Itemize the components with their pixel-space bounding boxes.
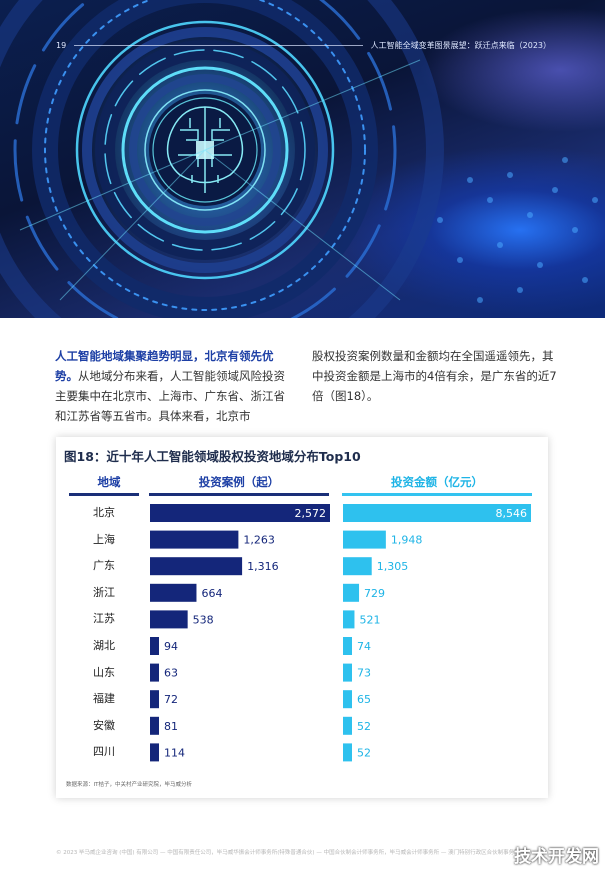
header-rule-amount	[342, 493, 532, 496]
header-rule-cases	[149, 493, 329, 496]
bar-amount	[343, 557, 372, 576]
column-header-amount: 投资金额（亿元）	[391, 475, 483, 489]
bar-cases	[150, 663, 159, 682]
data-label-cases: 81	[164, 720, 178, 733]
bar-cases	[150, 610, 188, 629]
data-label-cases: 94	[164, 640, 178, 653]
bar-amount	[343, 690, 352, 709]
bar-amount	[343, 583, 360, 602]
region-label: 广东	[93, 559, 115, 573]
region-label: 浙江	[93, 585, 115, 599]
data-label-cases: 538	[193, 613, 214, 626]
region-label: 山东	[93, 665, 115, 679]
data-label-cases: 664	[201, 587, 222, 600]
bar-cases	[150, 637, 159, 655]
header-divider	[74, 44, 363, 46]
column-header-cases: 投资案例（起）	[198, 475, 280, 489]
data-label-cases: 72	[164, 693, 178, 706]
data-label-amount: 65	[357, 693, 371, 706]
data-label-amount: 729	[364, 587, 385, 600]
data-label-amount: 52	[357, 720, 371, 733]
chart-card: 图18：近十年人工智能领域股权投资地域分布Top10 地域 投资案例（起） 投资…	[56, 437, 548, 798]
data-label-cases: 114	[164, 746, 185, 759]
data-label-cases: 1,263	[243, 534, 275, 547]
region-label: 安徽	[93, 718, 115, 732]
bar-cases	[150, 690, 159, 709]
bar-amount	[343, 504, 531, 522]
region-label: 四川	[93, 745, 115, 759]
data-label-amount: 1,305	[377, 560, 409, 573]
bar-amount	[343, 637, 352, 655]
bar-cases	[150, 716, 159, 735]
page-number: 19	[56, 40, 67, 50]
key-finding: 人工智能地域集聚趋势明显，北京有领先优势。	[55, 349, 274, 383]
data-label-amount: 74	[357, 640, 371, 653]
data-label-cases: 2,572	[295, 507, 327, 520]
report-header: 19 人工智能全域变革图景展望：跃迁点来临（2023）	[56, 38, 551, 52]
bar-chart: 2,572 8,546 1,263 1,948 1,316 1,305 664 729 538 5…	[150, 504, 531, 762]
bar-amount	[343, 743, 352, 762]
region-label: 江苏	[93, 612, 115, 626]
ai-chip-illustration	[0, 0, 598, 318]
region-label: 北京	[93, 506, 115, 519]
data-label-amount: 52	[357, 746, 371, 759]
report-title: 人工智能全域变革图景展望：跃迁点来临（2023）	[370, 40, 551, 50]
region-label: 福建	[93, 692, 115, 706]
header-rule-region	[69, 493, 139, 496]
bar-cases	[150, 557, 243, 576]
data-label-cases: 1,316	[247, 560, 279, 573]
bar-cases	[150, 583, 197, 602]
copyright-footer: © 2023 毕马威企业咨询 (中国) 有限公司 — 中国有限责任公司，毕马威华…	[56, 850, 526, 856]
body-text-right: 股权投资案例数量和金额均在全国遥遥领先，其中投资金额是上海市的4倍有余，是广东省…	[312, 346, 562, 406]
hero-image: 19 人工智能全域变革图景展望：跃迁点来临（2023）	[0, 0, 605, 318]
bar-cases	[150, 504, 330, 522]
watermark: 技术开发网	[514, 847, 599, 867]
bar-amount	[343, 663, 352, 682]
bar-cases	[150, 743, 159, 762]
data-label-amount: 1,948	[391, 534, 423, 547]
bar-cases	[150, 530, 239, 549]
bar-amount	[343, 530, 386, 549]
chart-title: 图18：近十年人工智能领域股权投资地域分布Top10	[64, 449, 361, 464]
body-text-left: 人工智能地域集聚趋势明显，北京有领先优势。从地域分布来看，人工智能领域风险投资主…	[55, 346, 295, 426]
chart-source: 数据来源：IT桔子，中关村产业研究院，毕马威分析	[66, 782, 192, 788]
bar-amount	[343, 610, 355, 629]
body-paragraph-right: 股权投资案例数量和金额均在全国遥遥领先，其中投资金额是上海市的4倍有余，是广东省…	[312, 349, 557, 403]
region-label: 湖北	[93, 639, 115, 652]
data-label-amount: 521	[359, 613, 380, 626]
body-paragraph-left: 从地域分布来看，人工智能领域风险投资主要集中在北京市、上海市、广东省、浙江省和江…	[55, 369, 285, 423]
data-label-amount: 73	[357, 667, 371, 680]
bar-amount	[343, 716, 352, 735]
data-label-amount: 8,546	[496, 507, 528, 520]
region-label: 上海	[93, 532, 115, 546]
column-header-region: 地域	[97, 475, 121, 489]
data-label-cases: 63	[164, 667, 178, 680]
